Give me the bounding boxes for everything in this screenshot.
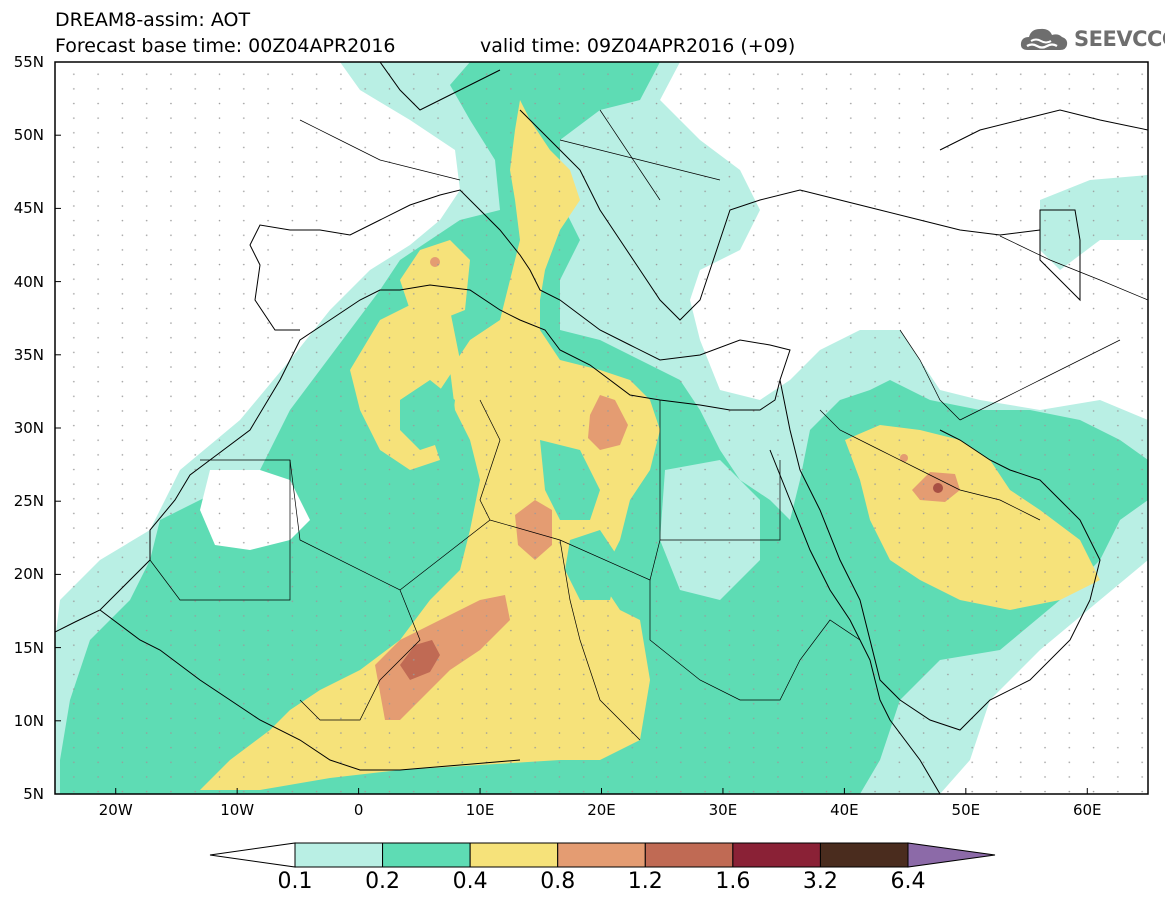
colorbar-label: 1.6 xyxy=(715,869,751,894)
lat-label: 50N xyxy=(13,126,44,145)
lon-label: 0 xyxy=(353,801,364,819)
lon-label: 30E xyxy=(708,801,738,819)
cloud-icon xyxy=(1020,28,1068,50)
colorbar-swatch xyxy=(382,842,471,868)
dust-field xyxy=(55,62,1148,794)
colorbar-swatch xyxy=(294,842,384,868)
axis-ticks xyxy=(55,61,1088,795)
logo: SEEVCCC xyxy=(1018,24,1165,54)
lon-label: 20E xyxy=(587,801,616,819)
colorbar-label: 3.2 xyxy=(802,869,838,894)
lat-label: 40N xyxy=(13,272,44,291)
colorbar-label: 0.1 xyxy=(277,869,313,894)
colorbar-swatch xyxy=(469,842,559,868)
logo-text: SEEVCCC xyxy=(1074,27,1165,51)
colorbar-label: 0.4 xyxy=(452,869,488,894)
colorbar xyxy=(209,842,996,868)
lat-label: 5N xyxy=(23,785,44,803)
colorbar-swatch xyxy=(732,842,821,868)
forecast-base-time: Forecast base time: 00Z04APR2016 xyxy=(55,35,396,57)
colorbar-label: 6.4 xyxy=(890,869,926,894)
lat-label: 55N xyxy=(13,53,44,71)
lat-label: 20N xyxy=(13,565,44,584)
lat-label: 15N xyxy=(13,638,44,657)
colorbar-over-arrow xyxy=(907,842,996,868)
colorbar-swatch xyxy=(557,842,646,868)
colorbar-swatch xyxy=(819,842,909,868)
valid-time: valid time: 09Z04APR2016 (+09) xyxy=(480,35,796,57)
lon-label: 50E xyxy=(951,801,981,819)
lon-label: 60E xyxy=(1072,801,1102,819)
lat-label: 30N xyxy=(13,419,44,437)
lat-label: 35N xyxy=(13,345,44,364)
colorbar-label: 1.2 xyxy=(627,869,663,894)
chart-title: DREAM8-assim: AOT xyxy=(55,9,251,31)
lat-label: 45N xyxy=(13,199,44,218)
colorbar-under-arrow xyxy=(209,842,296,868)
colorbar-label: 0.8 xyxy=(540,869,576,894)
colorbar-label: 0.2 xyxy=(365,869,401,894)
lon-label: 10E xyxy=(465,801,495,819)
lat-label: 25N xyxy=(13,492,44,511)
colorbar-swatch xyxy=(644,842,734,868)
lon-label: 10W xyxy=(220,801,255,819)
lon-label: 20W xyxy=(98,801,133,819)
lat-label: 10N xyxy=(13,711,44,730)
country-borders xyxy=(149,109,1148,741)
lon-label: 40E xyxy=(830,801,859,819)
